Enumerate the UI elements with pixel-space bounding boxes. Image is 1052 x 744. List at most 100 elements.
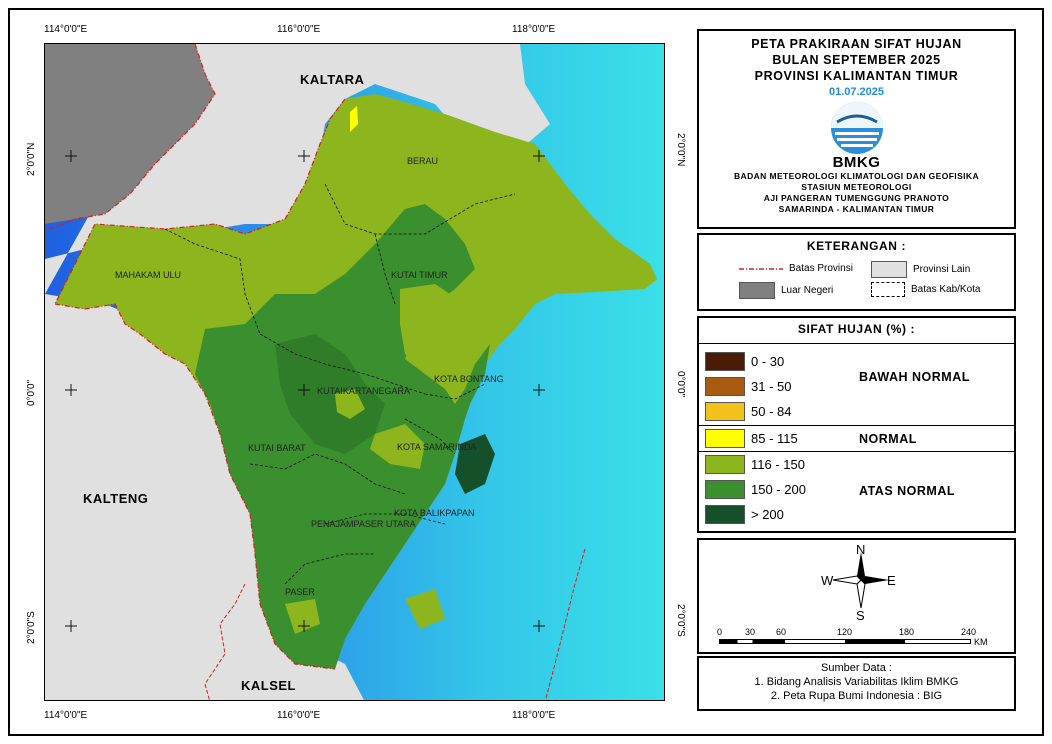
scale-unit: KM xyxy=(974,637,988,647)
swatch-116-150 xyxy=(705,455,745,474)
label-mahakam-ulu: MAHAKAM ULU xyxy=(115,270,182,280)
range-0-30: 0 - 30 xyxy=(751,354,785,369)
legend-row-85-115: 85 - 115 xyxy=(699,426,1014,451)
bmkg-logo-icon xyxy=(830,102,883,154)
compass-scale-panel: N S E W 0 30 60 120 180 240 KM xyxy=(697,538,1016,654)
legend-title: KETERANGAN : xyxy=(806,239,907,253)
legend-row-50-84: 50 - 84 xyxy=(699,399,1014,424)
label-kutai-timur: KUTAI TIMUR xyxy=(391,270,448,280)
scale-bar xyxy=(719,639,971,644)
bottom-tick-114: 114°0'0"E xyxy=(44,710,88,721)
range-50-84: 50 - 84 xyxy=(751,404,792,419)
rainfall-legend-title: SIFAT HUJAN (%) : xyxy=(797,322,916,336)
normal-patch-5 xyxy=(285,599,320,634)
source-panel: Sumber Data : 1. Bidang Analisis Variabi… xyxy=(697,656,1016,711)
label-penajam-paser-utara: PENAJAMPASER UTARA xyxy=(311,519,416,529)
label-kutai-barat: KUTAI BARAT xyxy=(248,443,306,453)
abroad-land xyxy=(45,44,215,224)
source-line2: 2. Peta Rupa Bumi Indonesia : BIG xyxy=(770,690,943,702)
right-tick-2n: 2°0'0"N xyxy=(675,133,686,167)
legend-row-31-50: 31 - 50 xyxy=(699,374,1014,399)
left-tick-0: 0°0'0" xyxy=(26,379,37,406)
north-arrow-icon xyxy=(832,552,889,609)
divider xyxy=(699,425,1014,426)
swatch-0-30 xyxy=(705,352,745,371)
divider xyxy=(699,451,1014,452)
range-150-200: 150 - 200 xyxy=(751,482,806,497)
range-31-50: 31 - 50 xyxy=(751,379,792,394)
label-kalteng: KALTENG xyxy=(83,491,149,506)
bottom-tick-118: 118°0'0"E xyxy=(512,710,556,721)
label-kutaikartanegara: KUTAIKARTANEGARA xyxy=(317,386,411,396)
normal-patch-4 xyxy=(405,589,445,629)
bmkg-logo-text: BMKG xyxy=(832,154,881,171)
normal-patch-2 xyxy=(370,424,425,469)
legend-province-border-label: Batas Provinsi xyxy=(789,263,853,274)
legend-abroad-label: Luar Negeri xyxy=(781,285,834,296)
range-85-115: 85 - 115 xyxy=(751,431,798,446)
swatch-85-115 xyxy=(705,429,745,448)
atas-normal-zone-2 xyxy=(275,334,385,454)
province-border-kaltara xyxy=(54,98,346,305)
map-frame xyxy=(8,8,1044,736)
sea-border-line xyxy=(545,548,586,700)
issue-date: 01.07.2025 xyxy=(828,86,885,98)
legend-other-province: Provinsi Lain xyxy=(871,261,970,278)
map-graphic xyxy=(45,44,664,700)
category-bawah-normal: BAWAH NORMAL xyxy=(859,370,970,384)
scale-tick-30: 30 xyxy=(745,627,756,637)
left-tick-2n: 2°0'0"N xyxy=(26,142,37,176)
source-line1: 1. Bidang Analisis Variabilitas Iklim BM… xyxy=(754,676,959,688)
legend-row-gt-200: > 200 xyxy=(699,502,1014,527)
right-tick-2s: 2°0'0"S xyxy=(675,604,686,637)
regency-border-swatch xyxy=(871,282,905,297)
scale-tick-0: 0 xyxy=(717,627,723,637)
province-border-south xyxy=(54,303,336,670)
legend-row-0-30: 0 - 30 xyxy=(699,349,1014,374)
swatch-31-50 xyxy=(705,377,745,396)
other-province-swatch xyxy=(871,261,907,278)
map-title-line2: BULAN SEPTEMBER 2025 xyxy=(772,53,941,67)
compass-n: N xyxy=(856,542,866,557)
category-normal: NORMAL xyxy=(859,432,917,446)
title-panel: PETA PRAKIRAAN SIFAT HUJAN BULAN SEPTEMB… xyxy=(697,29,1016,229)
right-tick-0: 0°0'0" xyxy=(675,371,686,398)
legend-province-border: Batas Provinsi xyxy=(739,263,853,274)
legend-abroad: Luar Negeri xyxy=(739,282,833,299)
label-berau: BERAU xyxy=(407,156,439,166)
normal-yellow-patch xyxy=(350,106,358,132)
label-kalsel: KALSEL xyxy=(241,678,296,693)
label-kota-balikpapan: KOTA BALIKPAPAN xyxy=(394,508,475,518)
agency-line2: STASIUN METEOROLOGI xyxy=(801,182,912,192)
scale-tick-120: 120 xyxy=(837,627,853,637)
scale-tick-240: 240 xyxy=(961,627,977,637)
left-tick-2s: 2°0'0"S xyxy=(26,611,37,644)
label-kota-bontang: KOTA BONTANG xyxy=(434,374,504,384)
source-title: Sumber Data : xyxy=(821,662,892,674)
province-border-swatch xyxy=(739,267,783,270)
map-title-line3: PROVINSI KALIMANTAN TIMUR xyxy=(754,69,959,83)
legend-row-116-150: 116 - 150 xyxy=(699,452,1014,477)
map-title-line1: PETA PRAKIRAAN SIFAT HUJAN xyxy=(751,37,962,51)
label-kaltara: KALTARA xyxy=(300,72,365,87)
swatch-gt-200 xyxy=(705,505,745,524)
scale-tick-180: 180 xyxy=(899,627,915,637)
province-border-north xyxy=(49,44,216,230)
rainfall-legend-panel: SIFAT HUJAN (%) : 0 - 30 31 - 50 50 - 84… xyxy=(697,316,1016,533)
normal-patch-3 xyxy=(335,389,365,419)
label-paser: PASER xyxy=(285,587,315,597)
scale-tick-60: 60 xyxy=(776,627,787,637)
legend-panel: KETERANGAN : Batas Provinsi Provinsi Lai… xyxy=(697,233,1016,311)
top-tick-118: 118°0'0"E xyxy=(512,24,556,35)
label-kota-samarinda: KOTA SAMARINDA xyxy=(397,442,477,452)
agency-line4: SAMARINDA - KALIMANTAN TIMUR xyxy=(778,204,935,214)
compass-w: W xyxy=(821,573,834,588)
delta-zone xyxy=(455,434,495,494)
abroad-swatch xyxy=(739,282,775,299)
legend-regency-border: Batas Kab/Kota xyxy=(871,282,981,297)
swatch-50-84 xyxy=(705,402,745,421)
regency-borders xyxy=(164,183,516,585)
range-gt-200: > 200 xyxy=(751,507,784,522)
range-116-150: 116 - 150 xyxy=(751,457,805,472)
compass-e: E xyxy=(887,573,896,588)
